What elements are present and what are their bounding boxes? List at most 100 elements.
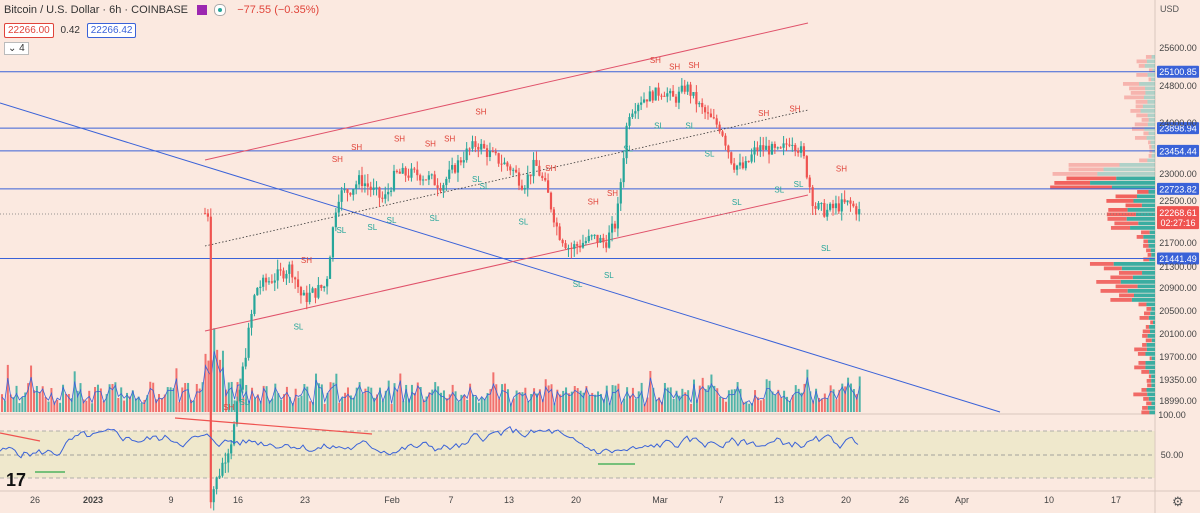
candle-body xyxy=(421,179,425,181)
level-price-label: 25100.85 xyxy=(1159,67,1197,77)
currency-label[interactable]: USD xyxy=(1160,4,1180,14)
volume-bar xyxy=(268,400,271,412)
volume-profile-bar xyxy=(1143,235,1155,239)
ask-button[interactable]: 22266.42 xyxy=(86,23,137,38)
volume-bar xyxy=(442,390,445,412)
volume-profile-bar xyxy=(1107,217,1127,221)
volume-profile-bar xyxy=(1146,59,1155,64)
volume-bar xyxy=(756,397,759,412)
volume-bar xyxy=(620,403,623,412)
volume-bar xyxy=(765,379,768,412)
candle-body xyxy=(424,179,428,181)
volume-profile-bar xyxy=(1146,343,1155,347)
volume-bar xyxy=(236,382,239,412)
volume-bar xyxy=(399,373,402,412)
candle-body xyxy=(802,146,806,157)
volume-profile-bar xyxy=(1119,293,1134,298)
gear-icon[interactable]: ⚙ xyxy=(1172,494,1184,509)
volume-bar xyxy=(608,403,611,412)
volume-bar xyxy=(559,394,562,412)
volume-profile-bar xyxy=(1136,73,1148,77)
candle-body xyxy=(407,175,410,178)
candle-body xyxy=(640,102,643,105)
volume-bar xyxy=(800,392,803,412)
volume-bar xyxy=(349,395,352,412)
symbol-title[interactable]: Bitcoin / U.S. Dollar · 6h · COINBASE xyxy=(4,4,188,16)
volume-profile-bar xyxy=(1142,406,1148,410)
bid-button[interactable]: 22266.00 xyxy=(4,23,54,38)
volume-bar xyxy=(393,383,396,412)
candle-body xyxy=(779,147,782,149)
volume-bar xyxy=(178,401,181,412)
volume-bar xyxy=(695,400,698,412)
volume-bar xyxy=(419,386,422,412)
price-axis[interactable]: 25600.00 24800.00 24000.00 23000.00 22500.00… xyxy=(1158,43,1197,460)
volume-bar xyxy=(405,384,408,412)
volume-bar xyxy=(291,403,294,412)
candle-body xyxy=(267,281,271,283)
swing-low-label: SL xyxy=(685,121,695,130)
volume-bar xyxy=(675,390,678,412)
candle-body xyxy=(523,188,526,190)
volume-bar xyxy=(791,394,794,412)
volume-bar xyxy=(614,385,617,412)
volume-bar xyxy=(70,398,73,412)
volume-bar xyxy=(576,388,579,412)
volume-profile-bar xyxy=(1146,302,1155,307)
candle-body xyxy=(541,175,544,179)
swing-high-label: SH xyxy=(669,63,680,72)
volume-bar xyxy=(352,397,355,412)
rsi-line xyxy=(0,425,859,459)
candle-body xyxy=(785,143,788,145)
candle-body xyxy=(608,232,611,248)
candle-body xyxy=(680,85,683,92)
volume-profile-bar xyxy=(1136,194,1155,199)
candle-body xyxy=(253,295,256,314)
volume-bar xyxy=(844,386,847,412)
volume-profile xyxy=(1050,55,1155,415)
volume-bar xyxy=(166,387,169,412)
price-tick-label: 18990.00 xyxy=(1159,396,1197,406)
volume-bar xyxy=(76,390,79,412)
candle-body xyxy=(232,424,236,445)
volume-profile-bar xyxy=(1147,113,1155,118)
volume-profile-bar xyxy=(1130,109,1141,113)
indicator-toggle-button[interactable]: ⌄ 4 xyxy=(4,42,29,55)
candle-body xyxy=(852,203,855,207)
volume-bar xyxy=(146,395,149,412)
volume-bar xyxy=(1,394,3,412)
candle-body xyxy=(323,286,326,288)
channel-lower-line xyxy=(204,194,809,332)
candle-body xyxy=(346,189,349,193)
candle-body xyxy=(564,243,567,249)
volume-profile-bar xyxy=(1089,262,1114,266)
candle-body xyxy=(733,163,736,170)
volume-bar xyxy=(634,398,637,412)
volume-profile-bar xyxy=(1134,136,1147,140)
volume-profile-bar xyxy=(1116,176,1155,181)
swing-low-label: SL xyxy=(821,244,831,253)
candle-body xyxy=(314,288,317,298)
volume-profile-bar xyxy=(1111,185,1155,190)
current-price-label: 22268.61 xyxy=(1159,208,1197,218)
volume-bar xyxy=(187,382,190,412)
candle-body xyxy=(765,145,768,150)
volume-bar xyxy=(373,397,376,412)
volume-profile-bar xyxy=(1110,275,1133,280)
rsi-lines xyxy=(0,417,859,473)
volume-bar xyxy=(826,398,829,412)
candle-body xyxy=(398,171,401,174)
volume-bar xyxy=(152,382,155,412)
candle-body xyxy=(767,145,771,155)
time-axis[interactable]: 26 2023 9 16 23 Feb 7 13 20 Mar 7 13 20 26 Apr 10 17 xyxy=(30,495,1121,505)
candle-body xyxy=(483,143,486,149)
candle-body xyxy=(622,158,625,183)
price-tick-label: 24000.00 xyxy=(1159,118,1197,128)
candle-body xyxy=(276,269,279,281)
volume-profile-bar xyxy=(1068,163,1120,167)
swing-low-label: SL xyxy=(367,223,377,232)
volume-profile-bar xyxy=(1138,221,1155,226)
volume-bar xyxy=(361,393,364,412)
volume-bar xyxy=(823,393,826,412)
